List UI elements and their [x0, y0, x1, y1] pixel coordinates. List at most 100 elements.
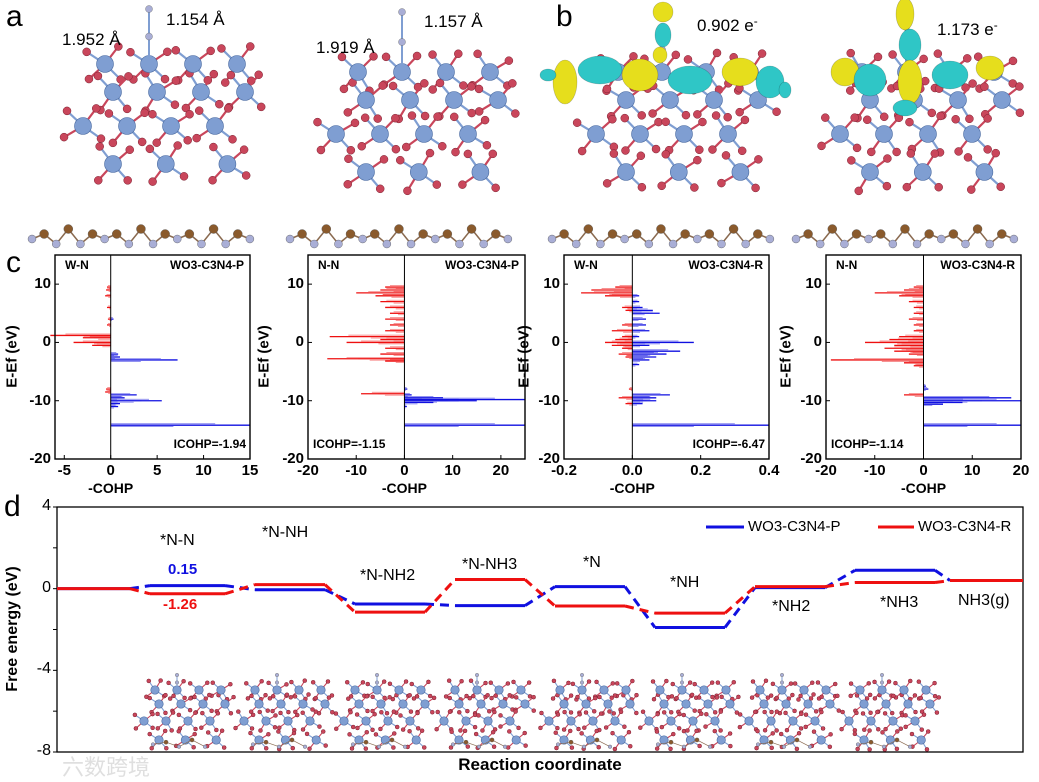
c3n4-layer-structure: [791, 224, 1019, 249]
c3n4-layer-structure: [556, 737, 613, 749]
y-tick-label: -4: [36, 660, 51, 678]
x-axis-title: -COHP: [900, 480, 947, 496]
x-tick-label: 10: [963, 462, 981, 479]
charge-transfer-left: 0.902 e-: [697, 14, 758, 35]
c3n4-layer-structure: [856, 737, 913, 749]
c3n4-layer-structure: [351, 737, 408, 749]
x-tick-label: 5: [152, 462, 162, 479]
wo3-slab-structure: [638, 673, 741, 752]
c3n4-layer-structure: [285, 224, 513, 249]
wo3-slab-structure: [313, 8, 520, 196]
y-tick-label: -10: [29, 391, 51, 409]
cohp-plot-1: [50, 254, 251, 460]
energy-connector: [424, 602, 456, 608]
wo3-slab-structure: [59, 5, 266, 186]
y-tick-label: 4: [42, 497, 51, 514]
free-energy-diagram: [53, 506, 1024, 753]
x-tick-label: 10: [195, 462, 212, 479]
bond-length-wn-right: 1.919 Å: [316, 38, 375, 57]
plot-frame: [54, 254, 251, 460]
icohp-annotation: ICOHP=-1.14: [831, 437, 904, 451]
charge-density-isosurface: [975, 55, 1005, 81]
c3n4-layer-structure: [756, 737, 813, 749]
y-tick-label: -10: [538, 391, 560, 409]
x-axis-title: -COHP: [609, 480, 655, 496]
x-tick-label: 0: [400, 462, 409, 479]
x-tick-label: 15: [241, 462, 259, 479]
value-label-red: -1.26: [163, 596, 198, 613]
charge-density-isosurface: [667, 65, 713, 95]
icohp-annotation: ICOHP=-6.47: [692, 437, 765, 451]
y-tick-label: 0: [42, 578, 51, 596]
icohp-annotation: ICOHP=-1.15: [313, 437, 386, 451]
bond-length-wn-left: 1.952 Å: [62, 30, 121, 49]
step-label: *NH2: [772, 598, 811, 615]
charge-density-isosurface: [539, 68, 557, 82]
value-label-blue: 0.15: [168, 561, 198, 578]
y-tick-label: -10: [282, 391, 304, 409]
step-label: *NH3: [880, 594, 919, 611]
charge-density-isosurface: [621, 58, 659, 92]
energy-connector: [934, 579, 951, 585]
y-tick-label: -20: [538, 450, 560, 467]
x-tick-label: 0.2: [690, 462, 712, 479]
y-tick-label: -20: [282, 450, 304, 467]
charge-density-isosurface: [552, 59, 578, 105]
y-tick-label: 10: [287, 275, 304, 293]
x-tick-label: 0: [919, 462, 928, 479]
wo3-slab-structure: [839, 673, 942, 752]
wo3-slab-structure: [233, 673, 335, 752]
x-axis-title: -COHP: [88, 480, 134, 496]
bond-length-nn-left: 1.154 Å: [166, 10, 225, 29]
charge-density-isosurface: [755, 65, 785, 99]
energy-connector: [824, 581, 856, 589]
y-axis-title: Free energy (eV): [4, 566, 21, 692]
energy-connector: [423, 578, 457, 614]
x-tick-label: 20: [1012, 462, 1030, 479]
x-tick-label: -0.2: [551, 462, 577, 479]
x-tick-label: 0: [106, 462, 115, 479]
wo3-slab-structure: [132, 673, 236, 751]
wo3-slab-structure: [572, 23, 781, 193]
panel-label-b: b: [556, 0, 573, 33]
bond-label: N-N: [836, 258, 858, 272]
y-tick-label: -10: [800, 391, 822, 409]
y-axis-title: E-Ef (eV): [255, 325, 273, 388]
energy-connector: [323, 583, 357, 614]
wo3-slab-structure: [333, 673, 437, 751]
charge-density-isosurface: [652, 46, 668, 64]
panel-label-d: d: [4, 490, 21, 523]
step-label: *N: [583, 554, 601, 571]
system-label: WO3-C3N4-P: [444, 258, 519, 272]
c3n4-layer-structure: [656, 737, 713, 749]
energy-connector: [224, 583, 256, 596]
energy-connector: [624, 604, 656, 615]
bond-label: W-N: [65, 258, 89, 272]
panel-label-a: a: [6, 0, 23, 33]
charge-density-isosurface: [654, 22, 672, 48]
energy-connector: [623, 585, 657, 629]
legend-label-p: WO3-C3N4-P: [748, 518, 841, 535]
x-tick-label: -20: [815, 462, 837, 479]
c3n4-layer-structure: [451, 737, 508, 749]
panel-label-c: c: [6, 246, 21, 279]
x-tick-label: -10: [863, 462, 886, 479]
energy-connector: [934, 569, 951, 582]
charge-density-isosurface: [652, 1, 674, 23]
step-label: *N-NH3: [462, 556, 518, 573]
charge-transfer-right: 1.173 e-: [937, 18, 998, 39]
y-tick-label: 0: [813, 333, 822, 351]
y-tick-label: -20: [29, 450, 51, 467]
x-axis-title: Reaction coordinate: [458, 755, 622, 774]
step-label: *N-NH: [262, 524, 309, 541]
y-axis-title: E-Ef (eV): [515, 325, 533, 388]
x-tick-label: 0.4: [758, 462, 780, 479]
c3n4-layer-structure: [547, 224, 775, 249]
step-label: *N-N: [160, 532, 195, 549]
energy-connector: [524, 578, 556, 608]
cohp-plot-4: [825, 254, 1022, 460]
x-tick-label: -5: [57, 462, 71, 479]
y-axis-title: E-Ef (eV): [777, 325, 795, 388]
y-tick-label: 0: [295, 333, 304, 351]
